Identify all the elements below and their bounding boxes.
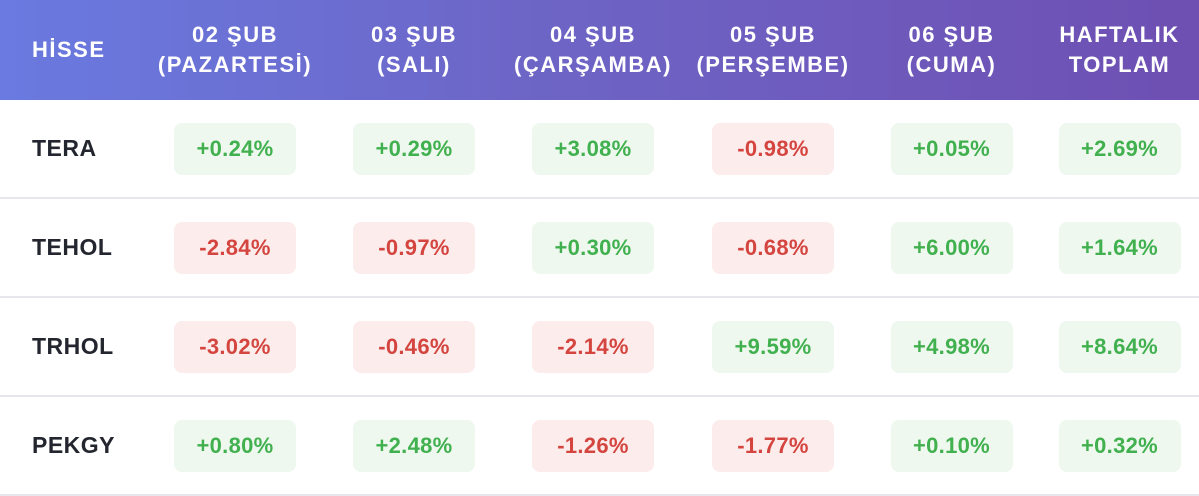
daily-change-cell: -1.77% (683, 419, 863, 472)
positive-change-badge: +0.32% (1058, 419, 1181, 472)
header-day-name: (PERŞEMBE) (696, 52, 850, 77)
weekly-total-cell: +2.69% (1040, 122, 1199, 175)
weekly-total-cell: +1.64% (1040, 221, 1199, 274)
stock-ticker: TRHOL (32, 333, 114, 359)
weekly-total-cell: +0.32% (1040, 419, 1199, 472)
daily-change-cell: +0.05% (863, 122, 1040, 175)
header-day-4: 06 ŞUB (CUMA) (863, 20, 1040, 80)
daily-change-cell: -0.46% (325, 320, 503, 373)
header-day-name: (ÇARŞAMBA) (514, 52, 672, 77)
daily-change-cell: -3.02% (145, 320, 325, 373)
positive-change-badge: +4.98% (890, 320, 1013, 373)
header-day-date: 04 ŞUB (549, 22, 637, 47)
header-day-2: 04 ŞUB (ÇARŞAMBA) (503, 20, 683, 80)
negative-change-badge: -2.84% (174, 221, 296, 274)
table-row: PEKGY +0.80% +2.48% -1.26% -1.77% +0.10% +0.32… (0, 397, 1199, 496)
negative-change-badge: -0.98% (712, 122, 834, 175)
table-row: TERA +0.24% +0.29% +3.08% -0.98% +0.05% +2.69% (0, 100, 1199, 199)
header-day-date: 02 ŞUB (191, 22, 279, 47)
daily-change-cell: +3.08% (503, 122, 683, 175)
daily-change-cell: -0.98% (683, 122, 863, 175)
table-row: TEHOL -2.84% -0.97% +0.30% -0.68% +6.00% +1.64… (0, 199, 1199, 298)
stock-ticker: PEKGY (32, 432, 116, 458)
header-day-0: 02 ŞUB (PAZARTESİ) (145, 20, 325, 80)
positive-change-badge: +0.29% (353, 122, 475, 175)
header-day-3: 05 ŞUB (PERŞEMBE) (683, 20, 863, 80)
positive-change-badge: +0.80% (174, 419, 296, 472)
daily-change-cell: -1.26% (503, 419, 683, 472)
stock-ticker: TERA (32, 135, 97, 161)
negative-change-badge: -2.14% (532, 320, 654, 373)
daily-change-cell: -2.84% (145, 221, 325, 274)
header-day-name: (PAZARTESİ) (157, 52, 313, 77)
header-day-1: 03 ŞUB (SALI) (325, 20, 503, 80)
negative-change-badge: -0.68% (712, 221, 834, 274)
negative-change-badge: -0.46% (353, 320, 475, 373)
positive-change-badge: +3.08% (532, 122, 654, 175)
header-day-date: 06 ŞUB (908, 22, 995, 47)
daily-change-cell: +2.48% (325, 419, 503, 472)
negative-change-badge: -0.97% (353, 221, 475, 274)
daily-change-cell: +6.00% (863, 221, 1040, 274)
positive-change-badge: +8.64% (1058, 320, 1181, 373)
positive-change-badge: +0.30% (532, 221, 654, 274)
header-day-name: (SALI) (377, 52, 451, 77)
daily-change-cell: +0.80% (145, 419, 325, 472)
header-total-line1: HAFTALIK (1059, 22, 1180, 47)
daily-change-cell: +9.59% (683, 320, 863, 373)
stock-ticker: TEHOL (32, 234, 113, 260)
daily-change-cell: -2.14% (503, 320, 683, 373)
daily-change-cell: +0.10% (863, 419, 1040, 472)
header-day-date: 03 ŞUB (370, 22, 458, 47)
negative-change-badge: -3.02% (174, 320, 296, 373)
daily-change-cell: +4.98% (863, 320, 1040, 373)
positive-change-badge: +0.10% (890, 419, 1013, 472)
positive-change-badge: +1.64% (1058, 221, 1181, 274)
header-day-name: (CUMA) (906, 52, 997, 77)
negative-change-badge: -1.26% (532, 419, 654, 472)
positive-change-badge: +0.24% (174, 122, 296, 175)
positive-change-badge: +2.48% (353, 419, 475, 472)
header-stock: HİSSE (0, 35, 145, 65)
positive-change-badge: +6.00% (890, 221, 1013, 274)
header-day-date: 05 ŞUB (729, 22, 817, 47)
daily-change-cell: -0.68% (683, 221, 863, 274)
negative-change-badge: -1.77% (712, 419, 834, 472)
positive-change-badge: +2.69% (1058, 122, 1181, 175)
weekly-total-cell: +8.64% (1040, 320, 1199, 373)
header-total-line2: TOPLAM (1068, 52, 1171, 77)
table-body: TERA +0.24% +0.29% +3.08% -0.98% +0.05% +2.69%… (0, 100, 1199, 496)
table-row: TRHOL -3.02% -0.46% -2.14% +9.59% +4.98% +8.64… (0, 298, 1199, 397)
positive-change-badge: +0.05% (890, 122, 1013, 175)
header-weekly-total: HAFTALIK TOPLAM (1040, 20, 1199, 80)
positive-change-badge: +9.59% (712, 320, 834, 373)
daily-change-cell: +0.30% (503, 221, 683, 274)
daily-change-cell: +0.24% (145, 122, 325, 175)
header-stock-label: HİSSE (32, 37, 106, 62)
table-header: HİSSE 02 ŞUB (PAZARTESİ) 03 ŞUB (SALI) 0… (0, 0, 1199, 100)
daily-change-cell: -0.97% (325, 221, 503, 274)
daily-change-cell: +0.29% (325, 122, 503, 175)
